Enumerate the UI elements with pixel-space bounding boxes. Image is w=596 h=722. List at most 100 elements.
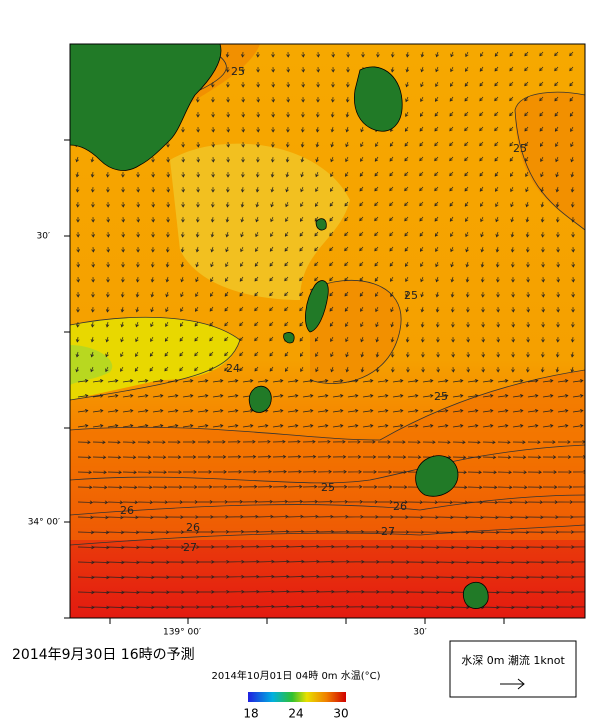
current-arrow — [497, 500, 514, 505]
title: 2014年9月30日 16時の予測 — [12, 647, 195, 663]
current-arrow — [180, 291, 184, 298]
current-arrow — [347, 394, 359, 398]
current-arrow — [392, 440, 406, 444]
current-arrow — [196, 141, 201, 148]
current-arrow — [389, 141, 394, 147]
current-arrow — [464, 141, 469, 147]
peninsula — [70, 44, 222, 171]
current-arrow — [330, 126, 335, 133]
current-arrow — [572, 455, 585, 459]
current-arrow — [420, 276, 424, 283]
current-arrow — [121, 216, 126, 223]
current-arrow — [105, 351, 109, 358]
current-arrow — [510, 216, 515, 223]
current-arrow — [377, 485, 393, 489]
current-arrow — [212, 424, 224, 428]
current-arrow — [149, 351, 154, 357]
current-arrow — [420, 291, 424, 298]
current-arrow — [330, 171, 334, 178]
current-arrow — [226, 111, 230, 118]
current-arrow — [374, 231, 379, 237]
current-arrow — [137, 394, 149, 398]
current-arrow — [197, 455, 212, 459]
current-arrow — [542, 379, 554, 383]
current-arrow — [195, 96, 200, 103]
current-arrow — [419, 231, 424, 237]
current-arrow — [107, 590, 125, 595]
colorbar-tick-label: 24 — [288, 707, 303, 721]
current-arrow — [272, 604, 290, 609]
current-arrow — [555, 186, 560, 193]
current-arrow — [482, 440, 496, 445]
current-arrow — [122, 424, 134, 428]
current-arrow — [467, 379, 479, 383]
current-arrow — [137, 500, 154, 505]
current-arrow — [464, 111, 469, 117]
current-arrow — [496, 336, 501, 343]
current-arrow — [257, 559, 275, 564]
current-arrow — [269, 321, 274, 327]
current-arrow — [541, 246, 545, 253]
current-arrow — [284, 276, 289, 282]
current-arrow — [166, 231, 170, 238]
current-arrow — [359, 231, 364, 237]
current-arrow — [121, 201, 125, 208]
current-arrow — [299, 306, 304, 312]
current-arrow — [92, 515, 109, 520]
current-arrow — [527, 424, 539, 428]
current-arrow — [375, 336, 380, 343]
current-arrow — [541, 306, 546, 313]
current-arrow — [167, 409, 179, 413]
current-arrow — [527, 440, 541, 445]
current-arrow — [435, 81, 439, 88]
current-arrow — [196, 201, 200, 208]
current-arrow — [239, 291, 244, 297]
current-arrow — [166, 186, 171, 193]
current-arrow — [497, 424, 509, 428]
current-arrow — [107, 409, 119, 413]
current-arrow — [272, 424, 284, 428]
current-arrow — [497, 379, 509, 383]
current-arrow — [121, 246, 125, 253]
current-arrow — [419, 201, 424, 207]
current-arrow — [452, 455, 467, 460]
current-arrow — [392, 409, 404, 413]
current-arrow — [540, 366, 545, 373]
current-arrow — [182, 455, 197, 459]
current-arrow — [525, 171, 529, 178]
current-arrow — [241, 126, 246, 133]
current-arrow — [197, 409, 209, 413]
current-arrow — [436, 366, 440, 373]
current-arrow — [510, 261, 515, 268]
warm-zone — [310, 280, 402, 384]
current-arrow — [407, 500, 424, 505]
current-arrow — [511, 306, 516, 313]
current-arrow — [332, 409, 344, 413]
current-arrow — [317, 424, 329, 428]
current-arrow — [330, 96, 335, 103]
current-arrow — [301, 66, 306, 73]
current-arrow — [120, 321, 125, 328]
current-arrow — [285, 156, 290, 163]
current-arrow — [284, 291, 289, 297]
current-arrow — [269, 291, 274, 297]
current-arrow — [302, 544, 320, 549]
current-arrow — [165, 321, 169, 328]
current-arrow — [467, 545, 485, 550]
current-arrow — [272, 574, 290, 579]
current-arrow — [540, 171, 544, 178]
current-arrow — [151, 246, 155, 253]
current-arrow — [212, 485, 228, 489]
current-arrow — [225, 66, 230, 73]
island — [283, 332, 295, 344]
current-arrow — [512, 455, 527, 460]
current-arrow — [92, 605, 110, 610]
current-arrow — [272, 499, 289, 504]
current-arrow — [434, 231, 439, 237]
current-arrow — [541, 276, 545, 283]
current-arrow — [254, 306, 259, 312]
current-arrow — [181, 141, 185, 148]
current-arrow — [557, 470, 572, 474]
current-arrow — [224, 366, 229, 372]
land — [70, 44, 489, 609]
